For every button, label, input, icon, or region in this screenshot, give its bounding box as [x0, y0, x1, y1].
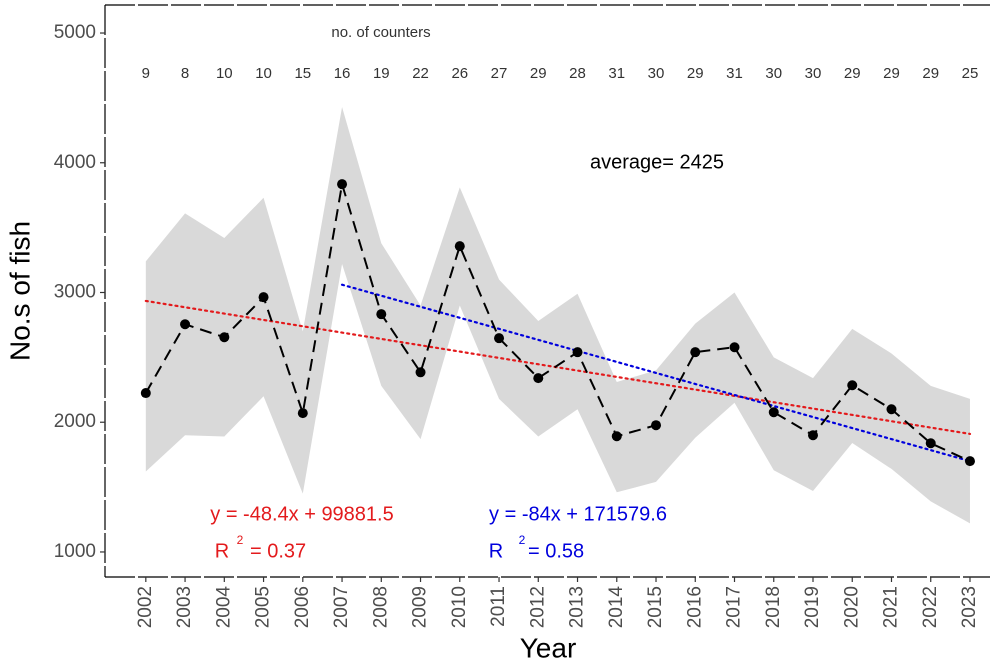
x-tick-label: 2008 — [370, 586, 391, 628]
data-point — [180, 319, 191, 330]
y-tick-label: 1000 — [54, 541, 96, 562]
counter-label: 29 — [844, 65, 861, 82]
counter-label: 22 — [412, 65, 429, 82]
data-point — [337, 179, 348, 190]
x-tick-label: 2010 — [449, 586, 470, 628]
data-point — [964, 456, 975, 467]
data-point — [376, 309, 387, 320]
r2-symbol: R — [489, 540, 503, 562]
x-axis-title: Year — [520, 632, 577, 663]
counter-label: 25 — [962, 65, 979, 82]
counter-label: 16 — [334, 65, 351, 82]
counter-label: 30 — [765, 65, 782, 82]
counter-label: 29 — [530, 65, 547, 82]
x-tick-label: 2007 — [331, 586, 352, 628]
x-tick-label: 2018 — [763, 586, 784, 628]
counter-label: 31 — [726, 65, 743, 82]
data-point — [651, 420, 662, 431]
data-point — [729, 342, 740, 353]
r2-symbol: R — [215, 540, 229, 562]
data-point — [886, 404, 897, 415]
x-tick-label: 2019 — [802, 586, 823, 628]
x-tick-label: 2016 — [684, 586, 705, 628]
x-tick-label: 2013 — [567, 586, 588, 628]
trend-line — [340, 283, 972, 463]
y-tick-label: 5000 — [54, 22, 96, 43]
trend-equation: y = -48.4x + 99881.5 — [210, 503, 393, 525]
data-point — [297, 408, 308, 419]
counter-label: 10 — [216, 65, 233, 82]
average-label: average= 2425 — [590, 151, 724, 173]
x-tick-label: 2009 — [410, 586, 431, 628]
counter-label: 28 — [569, 65, 586, 82]
y-tick-label: 2000 — [54, 411, 96, 432]
data-point — [611, 431, 622, 442]
counter-label: 29 — [687, 65, 704, 82]
counter-label: 9 — [142, 65, 150, 82]
data-point — [258, 292, 269, 303]
counter-label: 30 — [805, 65, 822, 82]
r2-superscript: 2 — [237, 533, 244, 547]
y-tick-label: 3000 — [54, 282, 96, 303]
data-point — [219, 332, 230, 343]
x-tick-label: 2020 — [841, 586, 862, 628]
x-tick-label: 2003 — [174, 586, 195, 628]
data-point — [454, 241, 465, 252]
counters-title: no. of counters — [331, 24, 430, 41]
data-point — [494, 333, 505, 344]
trend-equation: y = -84x + 171579.6 — [489, 503, 667, 525]
data-point — [533, 373, 544, 384]
counter-label: 29 — [922, 65, 939, 82]
x-tick-label: 2023 — [959, 586, 980, 628]
counter-label: 27 — [491, 65, 508, 82]
y-tick-label: 4000 — [54, 152, 96, 173]
x-tick-label: 2011 — [488, 586, 509, 627]
data-point — [808, 430, 818, 441]
x-tick-label: 2005 — [253, 586, 274, 628]
data-point — [925, 438, 936, 449]
counter-label: 31 — [608, 65, 625, 82]
data-point — [572, 347, 583, 358]
counter-label: 19 — [373, 65, 390, 82]
x-tick-label: 2006 — [292, 586, 313, 628]
data-point — [415, 367, 426, 378]
x-tick-label: 2017 — [724, 586, 745, 628]
counter-label: 8 — [181, 65, 189, 82]
counter-label: 29 — [883, 65, 900, 82]
x-tick-label: 2004 — [213, 586, 234, 629]
r2-value: = 0.58 — [528, 540, 584, 562]
x-tick-label: 2014 — [606, 586, 627, 629]
counter-label: 15 — [294, 65, 311, 82]
x-tick-label: 2002 — [135, 586, 156, 628]
counter-label: 26 — [451, 65, 468, 82]
counter-label: 10 — [255, 65, 272, 82]
data-line — [144, 183, 971, 463]
r2-superscript: 2 — [519, 533, 526, 547]
data-point — [690, 347, 701, 358]
x-tick-label: 2021 — [881, 586, 902, 628]
x-tick-label: 2015 — [645, 586, 666, 628]
y-axis-title: No.s of fish — [4, 221, 35, 361]
counter-label: 30 — [648, 65, 665, 82]
confidence-band — [145, 106, 970, 524]
data-point — [847, 380, 858, 391]
data-point — [140, 388, 151, 399]
x-tick-label: 2012 — [527, 586, 548, 628]
x-tick-label: 2022 — [920, 586, 941, 628]
trend-line — [144, 299, 972, 436]
data-point — [768, 407, 779, 418]
r2-value: = 0.37 — [250, 540, 306, 562]
